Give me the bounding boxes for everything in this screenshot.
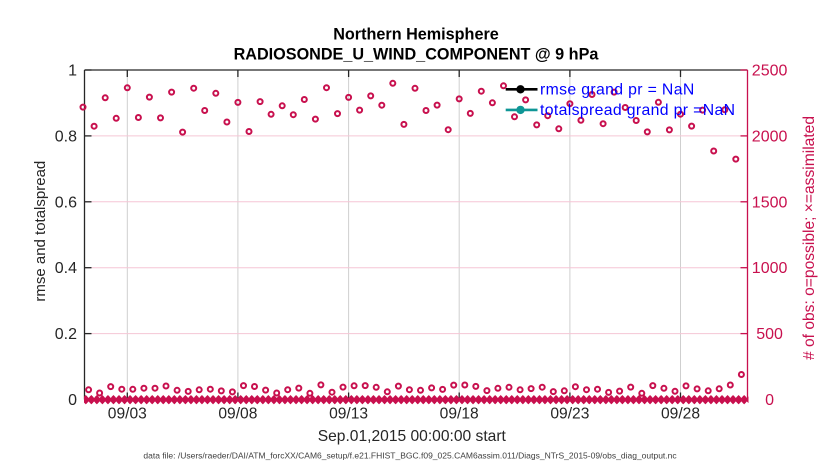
svg-text:500: 500 [756, 326, 783, 343]
svg-text:data file: /Users/raeder/DAI/A: data file: /Users/raeder/DAI/ATM_forcXX/… [143, 451, 677, 461]
svg-text:0: 0 [765, 392, 774, 409]
svg-text:0.2: 0.2 [55, 326, 77, 343]
svg-text:09/13: 09/13 [329, 406, 368, 423]
svg-text:2500: 2500 [752, 63, 788, 80]
svg-text:0.6: 0.6 [55, 194, 77, 211]
svg-text:09/18: 09/18 [440, 406, 479, 423]
svg-text:Sep.01,2015 00:00:00 start: Sep.01,2015 00:00:00 start [318, 428, 507, 445]
svg-text:RADIOSONDE_U_WIND_COMPONENT @: RADIOSONDE_U_WIND_COMPONENT @ 9 hPa [234, 46, 600, 64]
svg-text:0.8: 0.8 [55, 128, 77, 145]
svg-text:2000: 2000 [752, 128, 788, 145]
svg-text:09/03: 09/03 [108, 406, 147, 423]
svg-text:1500: 1500 [752, 194, 788, 211]
svg-text:totalspread grand pr =NaN: totalspread grand pr =NaN [540, 102, 735, 119]
svg-text:# of obs: o=possible; ×=assimi: # of obs: o=possible; ×=assimilated [801, 116, 818, 360]
svg-text:09/28: 09/28 [661, 406, 700, 423]
svg-text:Northern Hemisphere: Northern Hemisphere [333, 26, 499, 44]
svg-text:0.4: 0.4 [55, 260, 77, 277]
svg-text:1: 1 [68, 63, 77, 80]
svg-text:09/23: 09/23 [550, 406, 589, 423]
svg-text:rmse grand pr = NaN: rmse grand pr = NaN [540, 82, 695, 99]
svg-text:09/08: 09/08 [218, 406, 257, 423]
svg-text:rmse and totalspread: rmse and totalspread [32, 161, 49, 302]
svg-text:0: 0 [68, 392, 77, 409]
svg-text:1000: 1000 [752, 260, 788, 277]
